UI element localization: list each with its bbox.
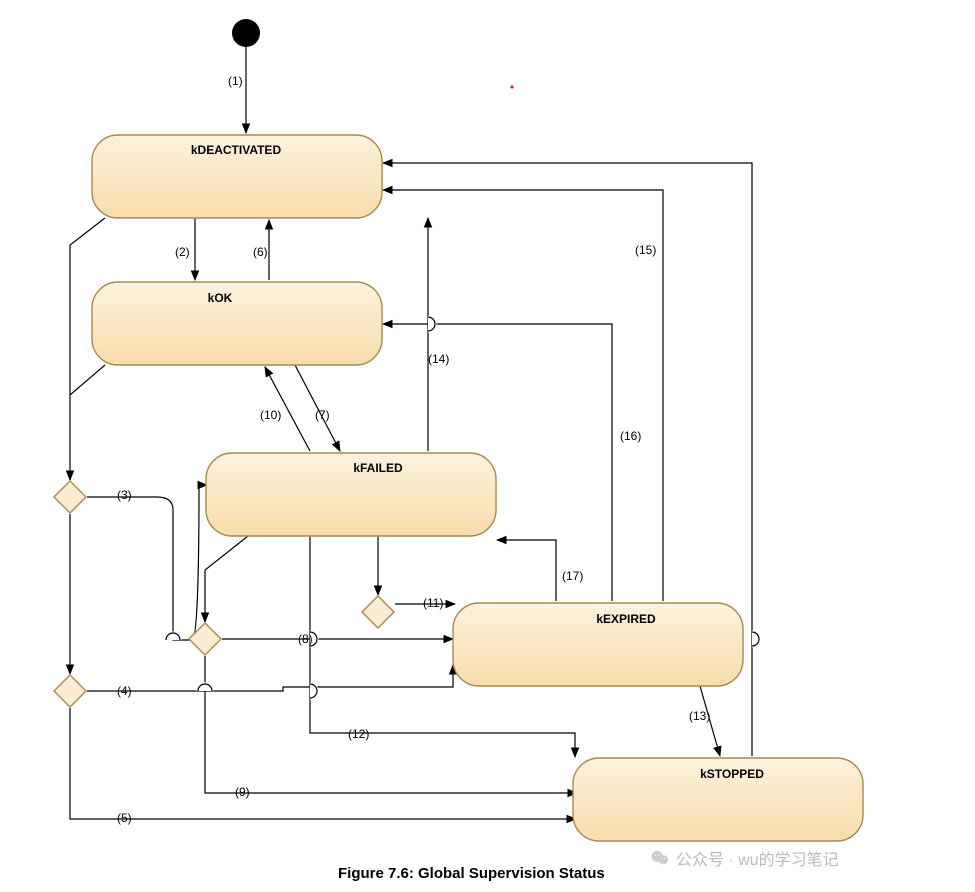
stray-red-dot — [511, 86, 514, 89]
edge-label-l7: (7) — [315, 408, 330, 422]
edge-label-l13: (13) — [689, 709, 710, 723]
edge-e-ok-d8 — [70, 365, 105, 395]
edge-e17 — [497, 540, 556, 601]
edge-label-l11: (11) — [423, 596, 443, 610]
edge-label-l17: (17) — [562, 569, 583, 583]
decision-d4 — [54, 675, 86, 707]
state-label-deact: kDEACTIVATED — [191, 143, 282, 157]
state-failed — [206, 453, 496, 536]
edge-label-l8: (8) — [298, 632, 313, 646]
edge-label-l10: (10) — [260, 408, 281, 422]
edge-label-l16: (16) — [620, 429, 641, 443]
state-label-expired: kEXPIRED — [596, 612, 656, 626]
edge-e15 — [383, 190, 663, 601]
wechat-icon — [650, 848, 670, 868]
edge-label-l14: (14) — [428, 352, 449, 366]
edge-label-l9: (9) — [235, 785, 250, 799]
nodes-layer: kDEACTIVATED kOK kFAILED kEXPIRED kSTOPPED — [92, 135, 863, 841]
edge-label-l3: (3) — [117, 488, 132, 502]
edge-label-l6: (6) — [253, 245, 268, 259]
edge-e-d4-5 — [70, 708, 576, 819]
edge-label-l1: (1) — [228, 74, 243, 88]
diagram-stage: kDEACTIVATED kOK kFAILED kEXPIRED kSTOPPED (1… — [0, 0, 975, 892]
decision-d8 — [189, 623, 221, 655]
state-diagram-svg: kDEACTIVATED kOK kFAILED kEXPIRED kSTOPPED (1… — [0, 0, 975, 892]
state-label-ok: kOK — [208, 291, 233, 305]
edge-e-fail-d8 — [205, 536, 248, 622]
edge-label-l5: (5) — [117, 811, 132, 825]
edge-e3 — [87, 485, 207, 640]
edge-label-l4: (4) — [117, 684, 132, 698]
decision-d3 — [54, 481, 86, 513]
initial-state — [232, 19, 260, 47]
state-ok — [92, 282, 382, 365]
edge-e4 — [87, 665, 453, 691]
state-label-failed: kFAILED — [353, 461, 403, 475]
edge-label-l2: (2) — [175, 245, 190, 259]
state-label-stopped: kSTOPPED — [700, 767, 764, 781]
edge-label-l12: (12) — [348, 727, 369, 741]
watermark-text: 公众号 · wu的学习笔记 — [650, 846, 839, 870]
figure-caption: Figure 7.6: Global Supervision Status — [338, 865, 605, 882]
watermark-label: 公众号 · wu的学习笔记 — [676, 846, 839, 870]
decision-d11 — [362, 596, 394, 628]
edge-label-l15: (15) — [635, 243, 656, 257]
